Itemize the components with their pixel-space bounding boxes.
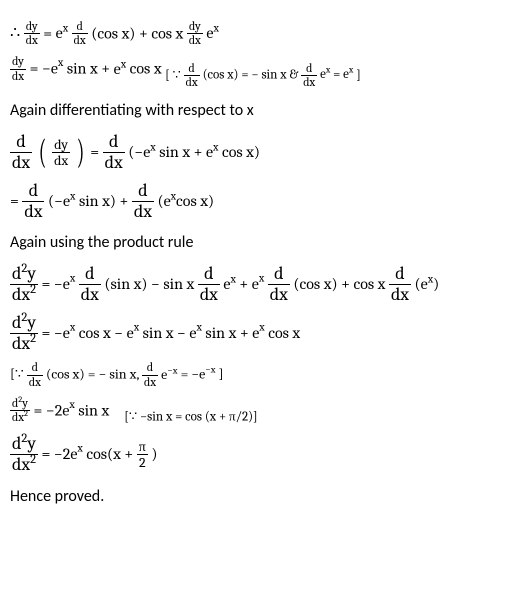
eq-line-10: d2y dx2 = −2ex sin x [∵ −sin x = cos (x … bbox=[10, 397, 495, 426]
frac-pi-2: π 2 bbox=[137, 439, 148, 471]
cosx: (cos x) bbox=[91, 24, 135, 42]
note-sin-cos: [∵ −sin x = cos (x + π/2)] bbox=[124, 409, 257, 424]
ex2: ex bbox=[206, 24, 218, 42]
frac-d-dx-big: d dx bbox=[10, 132, 32, 173]
eq-line-1: ∴ dy dx = ex d dx (cos x) + cos x dy dx … bbox=[10, 20, 495, 47]
eq-line-7: d2y dx2 = −ex ddx (sin x) − sin x ddx ex… bbox=[10, 264, 495, 305]
ex: ex bbox=[56, 24, 68, 42]
eq: = bbox=[43, 24, 55, 42]
frac-d-dx: d dx bbox=[72, 20, 88, 47]
eq-line-4: d dx ( dy dx ) = d dx (−ex sin x + ex co… bbox=[10, 132, 495, 173]
text-product-rule: Again using the product rule bbox=[10, 233, 495, 254]
frac-dy-dx: dy dx bbox=[24, 20, 40, 47]
eq-line-2: dy dx = −ex sin x + ex cos x [ ∵ d dx (c… bbox=[10, 55, 495, 89]
note-1: [ ∵ d dx (cos x) = − sin x & d dx ex = e… bbox=[165, 68, 361, 83]
paren-l: ( bbox=[38, 139, 46, 166]
text-again-diff: Again differentiating with respect to x bbox=[10, 101, 495, 122]
eq-line-11: d2y dx2 = −2ex cos(x + π 2 ) bbox=[10, 434, 495, 475]
cosx2: cos x bbox=[151, 24, 183, 42]
frac-dy-dx-2: dy dx bbox=[187, 20, 203, 47]
eq-line-5: = d dx (−ex sin x) + d dx (excos x) bbox=[10, 181, 495, 222]
text-hence-proved: Hence proved. bbox=[10, 487, 495, 508]
plus: + bbox=[139, 24, 151, 42]
frac-d2y-dx2: d2y dx2 bbox=[10, 264, 38, 305]
paren-r: ) bbox=[76, 139, 84, 166]
eq-line-9: [∵ ddx (cos x) = − sin x, ddx e−x = −e−x… bbox=[10, 361, 495, 388]
therefore: ∴ bbox=[10, 23, 24, 41]
frac-dy-dx-3: dy dx bbox=[10, 55, 26, 82]
eq-line-8: d2y dx2 = −ex cos x − ex sin x − ex sin … bbox=[10, 313, 495, 354]
